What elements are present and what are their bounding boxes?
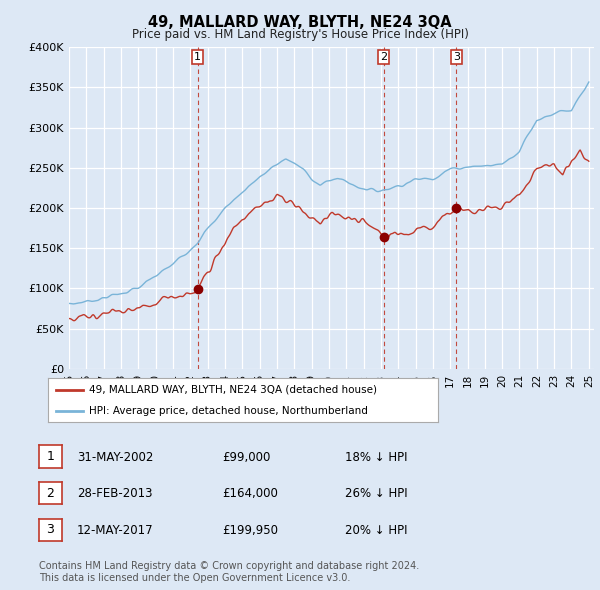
Text: 1: 1 <box>194 52 201 62</box>
Text: £199,950: £199,950 <box>222 524 278 537</box>
Text: 3: 3 <box>46 523 55 536</box>
Text: 2: 2 <box>380 52 387 62</box>
Text: 49, MALLARD WAY, BLYTH, NE24 3QA: 49, MALLARD WAY, BLYTH, NE24 3QA <box>148 15 452 30</box>
Text: 12-MAY-2017: 12-MAY-2017 <box>77 524 154 537</box>
Text: Contains HM Land Registry data © Crown copyright and database right 2024.
This d: Contains HM Land Registry data © Crown c… <box>39 561 419 583</box>
Text: 18% ↓ HPI: 18% ↓ HPI <box>345 451 407 464</box>
Text: 2: 2 <box>46 487 55 500</box>
Text: Price paid vs. HM Land Registry's House Price Index (HPI): Price paid vs. HM Land Registry's House … <box>131 28 469 41</box>
Text: 28-FEB-2013: 28-FEB-2013 <box>77 487 152 500</box>
Text: 1: 1 <box>46 450 55 463</box>
Text: 20% ↓ HPI: 20% ↓ HPI <box>345 524 407 537</box>
Text: £99,000: £99,000 <box>222 451 271 464</box>
Text: 49, MALLARD WAY, BLYTH, NE24 3QA (detached house): 49, MALLARD WAY, BLYTH, NE24 3QA (detach… <box>89 385 377 395</box>
Text: HPI: Average price, detached house, Northumberland: HPI: Average price, detached house, Nort… <box>89 406 368 416</box>
Text: 31-MAY-2002: 31-MAY-2002 <box>77 451 153 464</box>
Text: 3: 3 <box>453 52 460 62</box>
Text: 26% ↓ HPI: 26% ↓ HPI <box>345 487 407 500</box>
Text: £164,000: £164,000 <box>222 487 278 500</box>
